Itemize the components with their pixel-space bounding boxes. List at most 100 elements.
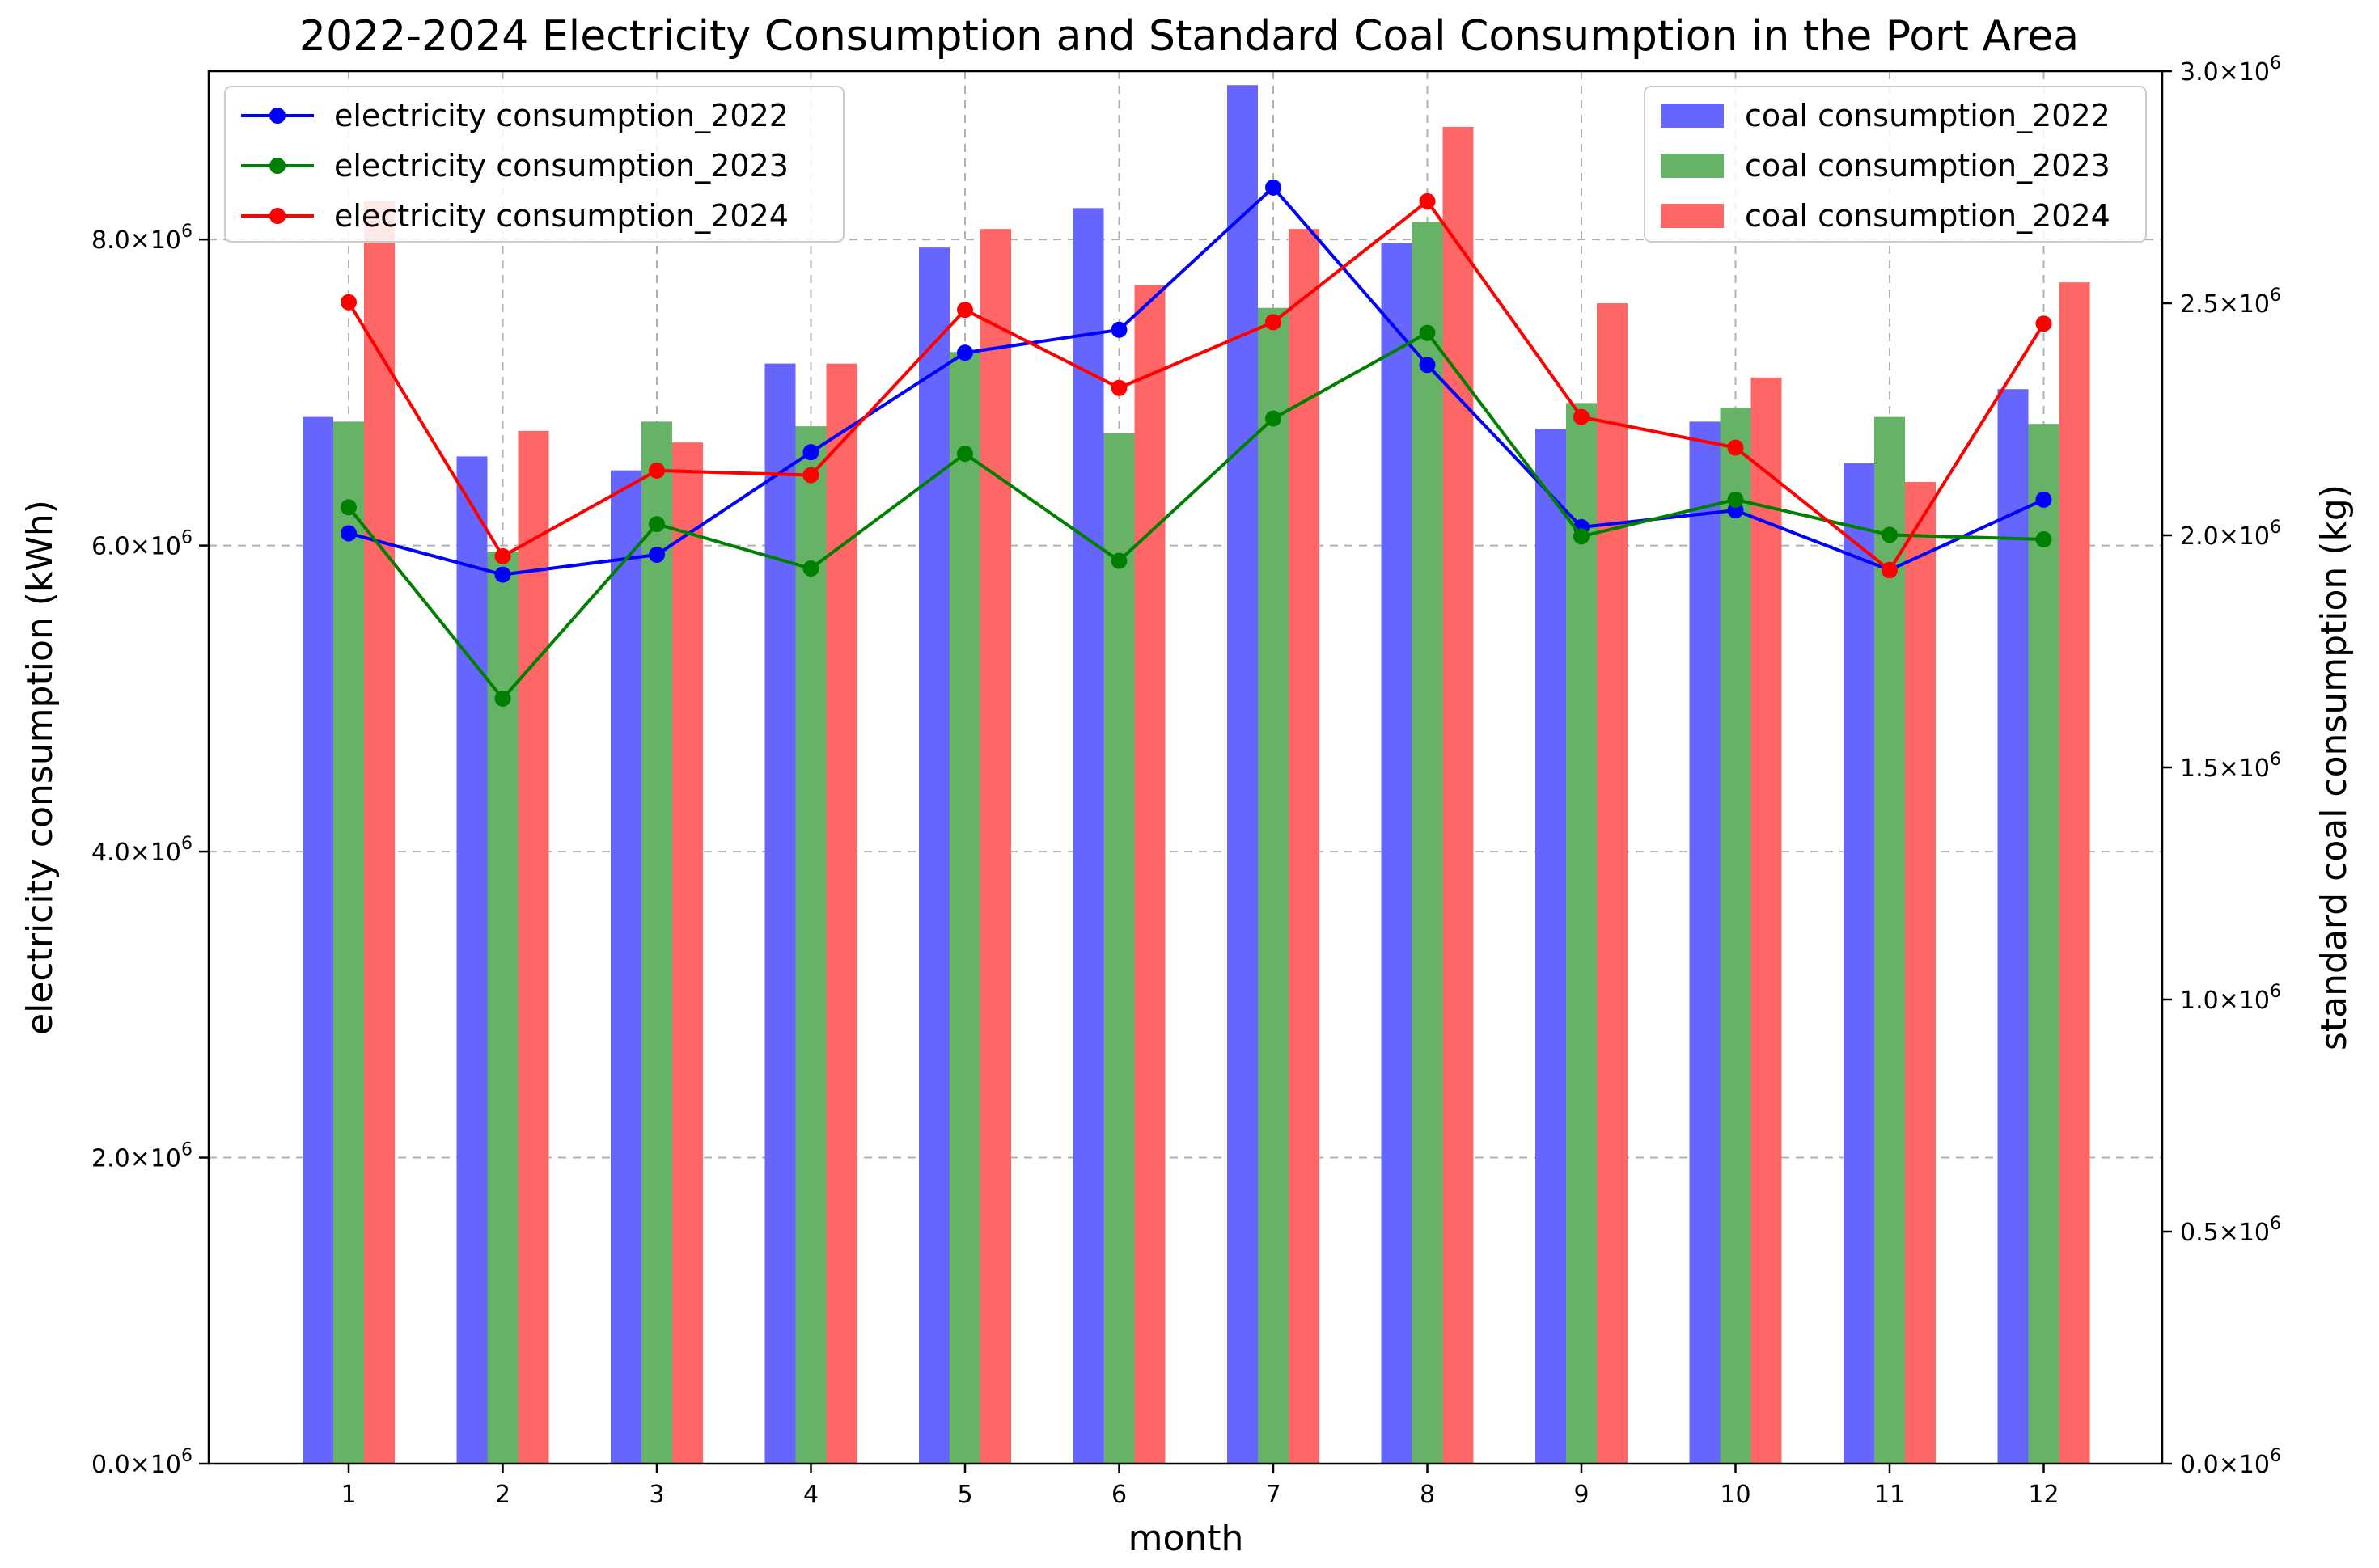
- x-tick-label: 12: [2028, 1481, 2059, 1509]
- bar-series-group: [303, 85, 2090, 1464]
- point-electricity consumption_2024-month-2: [494, 547, 511, 564]
- right-y-tick-label: 1.0×106: [2180, 982, 2281, 1015]
- point-electricity consumption_2022-month-4: [802, 444, 819, 461]
- point-electricity consumption_2023-month-11: [1882, 526, 1898, 543]
- legend-line-label: electricity consumption_2022: [334, 98, 789, 133]
- right-y-tick-label: 1.5×106: [2180, 750, 2281, 783]
- line-electricity consumption_2023: [347, 330, 2044, 701]
- left-y-tick-label: 6.0×106: [91, 528, 193, 561]
- left-y-tick-label: 0.0×106: [91, 1446, 193, 1479]
- x-tick-label: 11: [1874, 1481, 1905, 1509]
- x-tick-label: 2: [495, 1481, 510, 1509]
- point-electricity consumption_2022-month-1: [341, 525, 357, 542]
- point-electricity consumption_2023-month-8: [1419, 324, 1436, 341]
- bar-coal consumption_2024-month-1: [364, 201, 395, 1464]
- bar-coal consumption_2024-month-6: [1134, 285, 1166, 1464]
- bar-coal consumption_2022-month-10: [1689, 421, 1721, 1464]
- legend-line-marker: [269, 108, 286, 124]
- legend-bar-label: coal consumption_2024: [1745, 198, 2110, 234]
- point-electricity consumption_2023-month-3: [649, 516, 665, 533]
- bar-coal consumption_2022-month-4: [764, 363, 796, 1464]
- point-electricity consumption_2023-month-9: [1573, 528, 1590, 545]
- left-y-axis-label: electricity consumption (kWh): [19, 500, 61, 1035]
- bar-coal consumption_2024-month-8: [1442, 126, 1474, 1464]
- point-electricity consumption_2023-month-1: [341, 499, 357, 516]
- legend-bar-label: coal consumption_2022: [1745, 98, 2110, 133]
- bar-coal consumption_2023-month-7: [1258, 307, 1289, 1464]
- x-tick-label: 10: [1720, 1481, 1750, 1509]
- line-series-electricity consumption_2024: [341, 192, 2052, 578]
- bar-coal consumption_2023-month-9: [1566, 403, 1597, 1464]
- point-electricity consumption_2022-month-5: [957, 344, 973, 361]
- legend-bar-swatch: [1661, 104, 1724, 128]
- bar-coal consumption_2023-month-12: [2028, 424, 2059, 1464]
- legend-line-marker: [269, 208, 286, 224]
- left-y-tick-label: 4.0×106: [91, 834, 193, 867]
- point-electricity consumption_2024-month-12: [2035, 315, 2052, 332]
- bar-coal consumption_2023-month-8: [1412, 222, 1443, 1464]
- right-y-tick-label: 2.0×106: [2180, 518, 2281, 551]
- bar-coal consumption_2024-month-2: [518, 430, 549, 1464]
- point-electricity consumption_2024-month-11: [1882, 561, 1898, 578]
- point-electricity consumption_2023-month-10: [1727, 491, 1744, 508]
- left-y-axis: 0.0×106 2.0×106 4.0×106 6.0×106 8.0×106: [91, 222, 209, 1479]
- point-electricity consumption_2024-month-10: [1727, 439, 1744, 456]
- bar-coal consumption_2022-month-8: [1381, 243, 1412, 1464]
- bar-coal consumption_2024-month-4: [826, 363, 857, 1464]
- legend-bar-swatch: [1661, 154, 1724, 178]
- point-electricity consumption_2023-month-6: [1111, 552, 1128, 569]
- x-tick-label: 6: [1111, 1481, 1127, 1509]
- x-tick-label: 1: [341, 1481, 356, 1509]
- right-y-tick-label: 2.5×106: [2180, 285, 2281, 319]
- bar-coal consumption_2022-month-1: [303, 416, 333, 1464]
- legend-line-label: electricity consumption_2024: [334, 198, 789, 234]
- x-tick-label: 8: [1420, 1481, 1435, 1509]
- legend-lines: electricity consumption_2022 electricity …: [224, 86, 845, 243]
- legend-bar-swatch: [1661, 204, 1724, 228]
- x-tick-label: 5: [957, 1481, 972, 1509]
- line-electricity consumption_2022: [348, 184, 2045, 577]
- right-y-axis-label: standard coal consumption (kg): [2313, 484, 2355, 1050]
- point-electricity consumption_2024-month-8: [1419, 192, 1436, 209]
- bar-coal consumption_2022-month-5: [919, 247, 950, 1464]
- x-tick-label: 3: [649, 1481, 664, 1509]
- x-axis: 1 2 3 4 5 6 7 8 9 10 11 12: [341, 1464, 2059, 1509]
- point-electricity consumption_2023-month-4: [802, 560, 819, 577]
- bar-coal consumption_2024-month-3: [672, 442, 703, 1464]
- line-series-electricity consumption_2023: [341, 324, 2052, 707]
- x-axis-label: month: [1128, 1518, 1244, 1559]
- x-tick-label: 4: [803, 1481, 819, 1509]
- point-electricity consumption_2022-month-2: [494, 566, 511, 583]
- x-tick-label: 7: [1265, 1481, 1281, 1509]
- legend-line-label: electricity consumption_2023: [334, 148, 789, 184]
- point-electricity consumption_2022-month-8: [1419, 357, 1436, 374]
- point-electricity consumption_2022-month-12: [2035, 491, 2052, 508]
- point-electricity consumption_2023-month-2: [494, 690, 511, 707]
- left-y-tick-label: 2.0×106: [91, 1140, 193, 1173]
- legend-lines-frame: [224, 86, 845, 243]
- point-electricity consumption_2024-month-6: [1111, 379, 1128, 396]
- right-y-axis: 0.0×106 0.5×106 1.0×106 1.5×106 2.0×106 2.5×1…: [2162, 53, 2281, 1479]
- point-electricity consumption_2024-month-7: [1265, 314, 1281, 331]
- legend-bars-frame: [1644, 86, 2147, 243]
- left-y-tick-label: 8.0×106: [91, 222, 193, 255]
- right-y-tick-label: 0.0×106: [2180, 1446, 2281, 1479]
- bar-coal consumption_2023-month-1: [333, 421, 364, 1464]
- point-electricity consumption_2024-month-1: [341, 294, 357, 311]
- legend-bar-label: coal consumption_2023: [1745, 148, 2110, 184]
- bar-coal consumption_2024-month-9: [1597, 303, 1628, 1464]
- line-series-group: [341, 179, 2052, 707]
- bar-coal consumption_2024-month-12: [2059, 282, 2090, 1464]
- bar-coal consumption_2022-month-9: [1535, 428, 1566, 1464]
- bar-coal consumption_2023-month-10: [1720, 408, 1751, 1464]
- bar-coal consumption_2022-month-7: [1227, 85, 1258, 1464]
- bar-coal consumption_2023-month-6: [1103, 433, 1135, 1464]
- chart-title: 2022-2024 Electricity Consumption and St…: [299, 12, 2079, 61]
- point-electricity consumption_2023-month-12: [2035, 531, 2052, 548]
- x-tick-label: 9: [1573, 1481, 1589, 1509]
- point-electricity consumption_2022-month-6: [1111, 321, 1128, 338]
- bar-coal consumption_2023-month-11: [1874, 416, 1905, 1464]
- bar-coal consumption_2022-month-3: [611, 470, 641, 1464]
